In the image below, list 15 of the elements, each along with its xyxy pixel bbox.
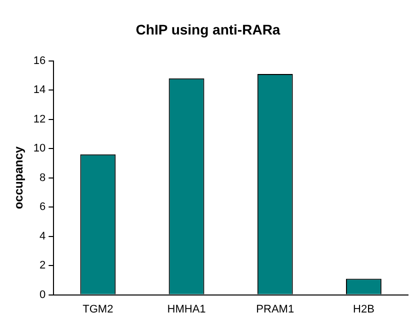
y-tick-label: 4	[40, 230, 46, 242]
y-tick-label: 8	[40, 172, 46, 184]
y-tick-label: 6	[40, 201, 46, 214]
x-tick-label: PRAM1	[256, 303, 294, 316]
y-tick-label: 2	[40, 260, 46, 272]
x-tick-label: HMHA1	[167, 303, 206, 316]
y-tick-label: 16	[33, 54, 46, 67]
x-tick-label: TGM2	[82, 303, 114, 316]
x-tick-label: H2B	[353, 303, 374, 316]
y-tick-label: 0	[40, 288, 46, 301]
y-tick-label: 12	[33, 113, 46, 126]
y-axis-title: occupancy	[12, 146, 26, 210]
chart-title: ChIP using anti-RARa	[136, 21, 280, 38]
y-tick-label: 14	[33, 84, 46, 96]
y-tick-label: 10	[33, 142, 46, 155]
